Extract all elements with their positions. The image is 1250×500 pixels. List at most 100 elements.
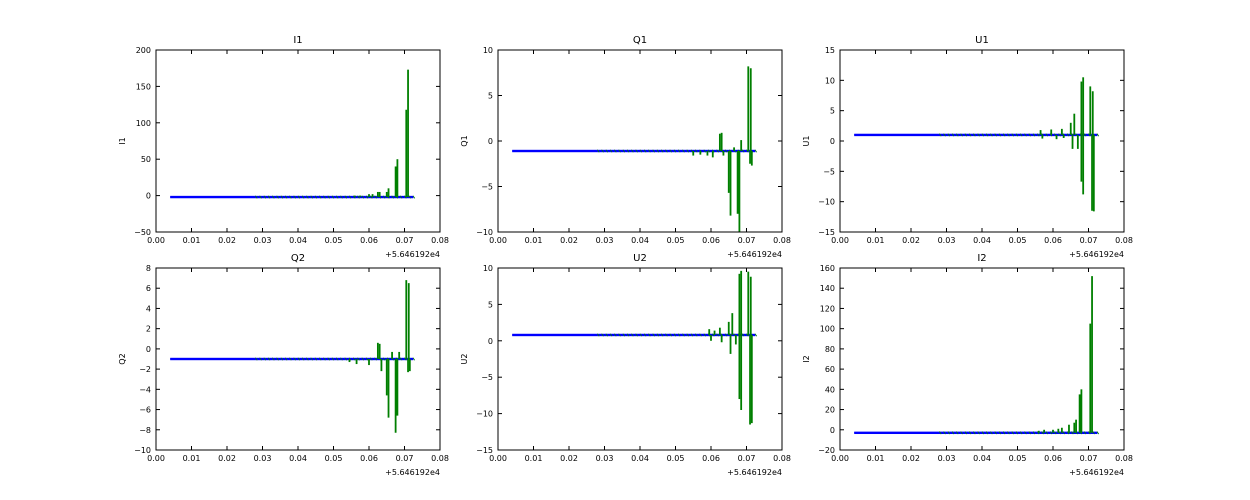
series-green-noise	[280, 195, 284, 199]
series-green-noise	[622, 149, 626, 153]
x-offset-label: +5.646192e4	[1069, 468, 1124, 477]
y-tick-label: 200	[136, 46, 151, 55]
x-tick-label: 0.06	[1044, 454, 1062, 463]
subplot-q2: 0.00 0.01 0.02 0.03 0.04 0.05 0.06 0.07 0.08 8 6 4 2…	[118, 253, 449, 477]
series-green-noise	[712, 333, 715, 337]
series-green-noise	[412, 357, 416, 361]
series-green-noise	[1011, 133, 1014, 137]
y-tick-label: 5	[830, 107, 835, 116]
series-green-noise	[985, 431, 989, 435]
series-green-noise	[724, 333, 728, 337]
series-green-noise	[648, 149, 651, 153]
series-green-noise	[665, 149, 668, 153]
series-green-noise	[947, 133, 951, 137]
series-green-noise	[306, 195, 309, 199]
series-green-noise	[1020, 133, 1023, 137]
x-tick-label: 0.04	[973, 236, 991, 245]
series-green-noise	[605, 333, 609, 337]
plot-marks	[170, 280, 416, 433]
series-green-noise	[412, 195, 416, 199]
x-tick-label: 0.05	[1009, 454, 1027, 463]
series-green-noise	[1071, 431, 1074, 435]
x-tick-label: 0.03	[254, 454, 272, 463]
x-tick-label: 0.01	[867, 236, 885, 245]
y-tick-label: 60	[825, 365, 835, 374]
series-green-noise	[357, 357, 360, 361]
series-green-noise	[374, 357, 377, 361]
series-green-noise	[336, 357, 339, 361]
series-green-noise	[968, 431, 972, 435]
y-tick-label: 6	[146, 284, 151, 293]
plot-marks	[512, 270, 758, 425]
y-tick-label: −5	[481, 183, 493, 192]
series-green-noise	[678, 149, 681, 153]
series-green-noise	[1041, 431, 1044, 435]
series-green-noise	[614, 149, 617, 153]
series-green-noise	[951, 133, 955, 137]
x-tick-label: 0.02	[902, 236, 920, 245]
y-tick-label: 5	[488, 300, 493, 309]
y-tick-label: 20	[825, 406, 835, 415]
x-tick-label: 0.02	[902, 454, 920, 463]
series-green-noise	[943, 431, 946, 435]
y-tick-label: −8	[139, 426, 151, 435]
series-green-noise	[695, 333, 698, 337]
series-green-noise	[1032, 133, 1036, 137]
series-green-noise	[272, 357, 275, 361]
series-green-noise	[673, 149, 677, 153]
series-green-noise	[370, 195, 373, 199]
x-tick-label: 0.08	[431, 454, 449, 463]
series-green-noise	[361, 357, 365, 361]
series-green-noise	[289, 195, 292, 199]
subplot-i2: 0.00 0.01 0.02 0.03 0.04 0.05 0.06 0.07 0.08 160 1…	[802, 253, 1133, 477]
plot-marks	[854, 77, 1100, 212]
series-green-noise	[361, 195, 365, 199]
series-green-noise	[263, 195, 267, 199]
series-green-noise	[1096, 133, 1100, 137]
y-tick-label: 2	[146, 325, 151, 334]
series-green-noise	[724, 149, 728, 153]
y-tick-label: 0	[830, 137, 835, 146]
y-tick-label: 0	[830, 426, 835, 435]
x-tick-label: 0.07	[738, 454, 756, 463]
series-green-noise	[626, 149, 630, 153]
x-tick-label: 0.05	[1009, 236, 1027, 245]
series-green-noise	[695, 149, 698, 153]
series-green-noise	[399, 195, 403, 199]
x-tick-label: 0.00	[147, 454, 165, 463]
series-green-noise	[635, 333, 638, 337]
series-green-noise	[276, 357, 279, 361]
series-green-noise	[609, 333, 613, 337]
x-tick-label: 0.02	[218, 454, 236, 463]
x-tick-label: 0.01	[525, 454, 543, 463]
series-green-noise	[652, 149, 655, 153]
y-tick-label: 120	[820, 304, 835, 313]
x-tick-label: 0.07	[1080, 236, 1098, 245]
y-axis-label: U1	[802, 136, 811, 147]
series-green-noise	[323, 195, 326, 199]
series-green-noise	[331, 357, 335, 361]
series-green-noise	[673, 333, 677, 337]
x-tick-label: 0.05	[667, 454, 685, 463]
subplot-title: Q2	[291, 253, 305, 264]
y-tick-label: 10	[483, 46, 493, 55]
y-tick-label: 150	[136, 82, 151, 91]
series-green-noise	[318, 195, 322, 199]
series-green-noise	[301, 357, 305, 361]
y-tick-label: 0	[488, 137, 493, 146]
series-green-noise	[370, 357, 373, 361]
series-green-noise	[741, 149, 745, 153]
series-green-noise	[1024, 431, 1027, 435]
series-green-noise	[314, 195, 318, 199]
x-tick-label: 0.06	[360, 236, 378, 245]
series-green-noise	[669, 333, 672, 337]
y-tick-label: 100	[820, 325, 835, 334]
subplot-u2: 0.00 0.01 0.02 0.03 0.04 0.05 0.06 0.07 0.08 10 5 0…	[460, 253, 791, 477]
y-tick-label: 140	[820, 284, 835, 293]
y-tick-label: 4	[146, 304, 151, 313]
x-tick-label: 0.07	[1080, 454, 1098, 463]
series-green-noise	[297, 357, 301, 361]
series-green-noise	[643, 149, 647, 153]
y-tick-label: −5	[481, 373, 493, 382]
